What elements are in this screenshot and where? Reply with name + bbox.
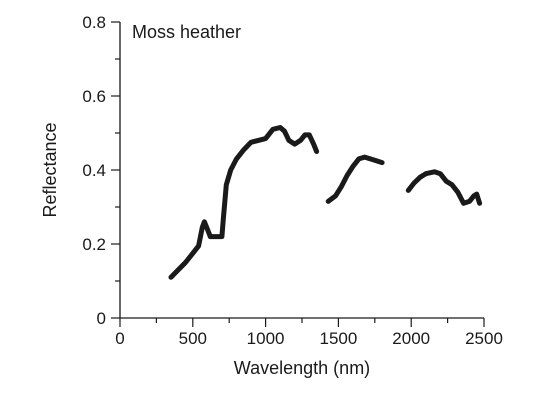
reflectance-line-segment-1: [168, 125, 320, 280]
y-tick-label: 0.6: [82, 87, 106, 106]
series: [168, 125, 483, 280]
y-axis-title: Reflectance: [40, 122, 60, 217]
y-tick-label: 0.2: [82, 235, 106, 254]
x-tick-label: 500: [179, 329, 207, 348]
x-tick-label: 1000: [247, 329, 285, 348]
tick-labels: 0 500 1000 1500 2000 2500 0 0.2 0.4 0.6 0.8: [82, 13, 503, 348]
reflectance-line-segment-3: [405, 169, 483, 206]
x-tick-label: 2500: [465, 329, 503, 348]
chart-title: Moss heather: [132, 22, 241, 42]
ticks: [111, 21, 485, 327]
reflectance-line-segment-2: [325, 154, 385, 204]
x-tick-label: 1500: [319, 329, 357, 348]
y-tick-label: 0: [97, 309, 106, 328]
x-tick-label: 2000: [392, 329, 430, 348]
x-tick-label: 0: [115, 329, 124, 348]
y-tick-label: 0.8: [82, 13, 106, 32]
x-axis-title: Wavelength (nm): [234, 358, 370, 378]
y-tick-label: 0.4: [82, 161, 106, 180]
